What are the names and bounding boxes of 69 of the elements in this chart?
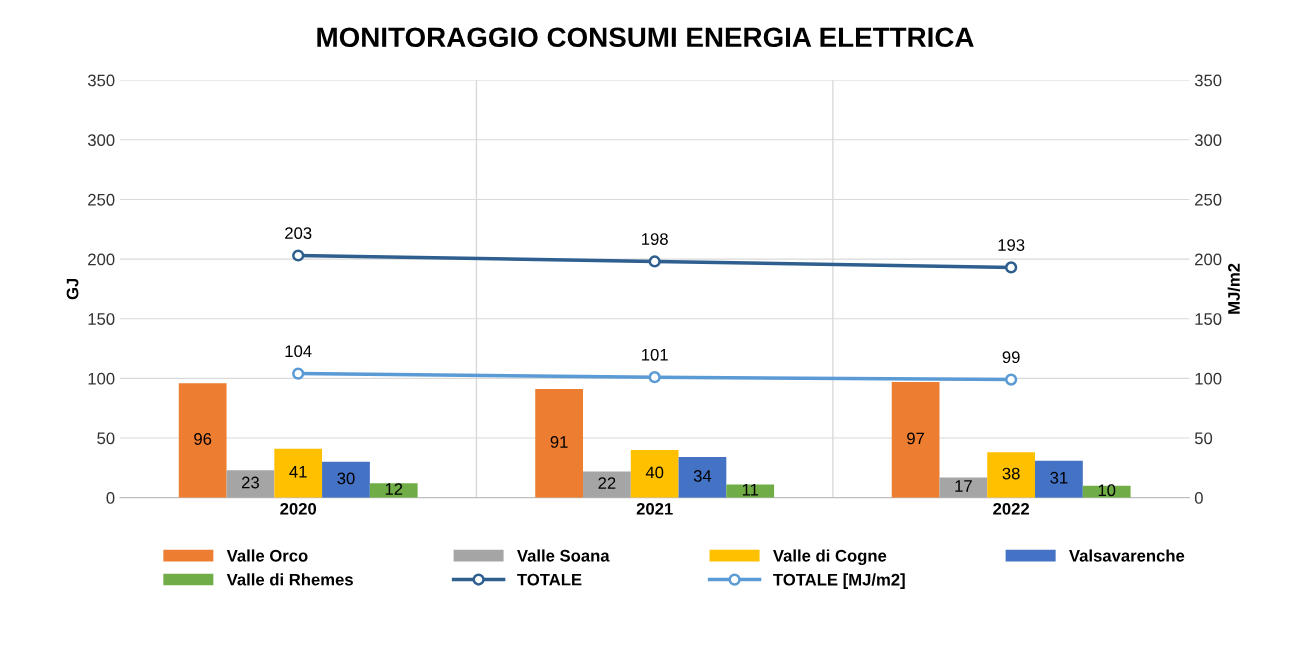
y-tick-label: 50: [97, 432, 115, 445]
data-label: 17: [955, 480, 972, 492]
bar: [630, 449, 679, 498]
y2-tick-label: 150: [1195, 313, 1222, 325]
bar: [226, 470, 275, 498]
data-label: 104: [285, 345, 312, 358]
data-label: 101: [642, 348, 668, 361]
y2-tick-label: 50: [1194, 432, 1213, 445]
point: [292, 367, 305, 380]
data-label: 193: [998, 239, 1025, 251]
y-tick-label: 0: [106, 492, 115, 504]
bar: [535, 389, 584, 498]
legend-label: Valle Orco: [226, 549, 308, 562]
y-tick-label: 200: [88, 253, 115, 266]
bar: [369, 483, 418, 498]
y2-tick-label: 200: [1195, 253, 1222, 266]
data-label: 23: [242, 476, 259, 489]
y-tick-label: 250: [88, 193, 115, 206]
bar: [274, 448, 323, 498]
data-label: 99: [1002, 351, 1020, 364]
data-label: 96: [194, 433, 212, 445]
y2-tick-label: 100: [1195, 372, 1222, 385]
bar: [678, 457, 727, 498]
point: [292, 249, 305, 262]
data-label: 91: [550, 436, 568, 448]
data-label: 198: [642, 233, 668, 245]
data-label: 203: [285, 227, 312, 240]
data-label: 12: [385, 483, 403, 495]
data-label: 30: [337, 472, 355, 485]
bar: [939, 477, 988, 498]
y-tick-label: 300: [87, 134, 115, 147]
legend-label: Valle di Rhemes: [226, 573, 353, 586]
point: [1005, 373, 1018, 386]
x-tick-label: 2022: [993, 502, 1030, 515]
point: [1005, 261, 1018, 274]
legend-label: Valle di Cogne: [773, 549, 887, 566]
data-label: 34: [693, 470, 712, 482]
legend-label: Valsavarenche: [1069, 549, 1185, 562]
y2-tick-label: 350: [1194, 74, 1222, 87]
y2-tick-label: 300: [1194, 134, 1222, 147]
y2-tick-label: 0: [1194, 492, 1203, 504]
chart-title: MONITORAGGIO CONSUMI ENERGIA ELETTRICA: [317, 27, 974, 48]
data-label: 38: [1002, 467, 1020, 480]
data-label: 40: [645, 466, 664, 479]
data-label: 41: [289, 466, 307, 478]
data-label: 31: [1050, 471, 1068, 484]
x-tick-label: 2020: [280, 502, 317, 515]
y2-tick-label: 250: [1195, 193, 1222, 206]
data-label: 22: [598, 477, 616, 489]
point: [648, 255, 661, 268]
legend-label: TOTALE [MJ/m2]: [773, 573, 905, 589]
data-label: 97: [907, 432, 925, 445]
legend-label: Valle Soana: [517, 549, 610, 562]
data-label: 10: [1098, 484, 1116, 497]
bar: [987, 452, 1036, 498]
point: [648, 371, 661, 384]
bar: [583, 471, 631, 498]
y-tick-label: 150: [88, 313, 115, 325]
y-axis-title: GJ: [66, 278, 79, 300]
legend-label: TOTALE: [517, 573, 582, 586]
bar: [891, 381, 940, 498]
y-tick-label: 350: [87, 74, 115, 87]
bar: [1035, 460, 1083, 498]
data-label: 11: [742, 483, 759, 496]
y2-axis-title: MJ/m2: [1227, 263, 1241, 314]
y-tick-label: 100: [88, 372, 115, 385]
bar: [322, 461, 370, 498]
bar: [178, 383, 227, 498]
x-tick-label: 2021: [636, 502, 673, 515]
